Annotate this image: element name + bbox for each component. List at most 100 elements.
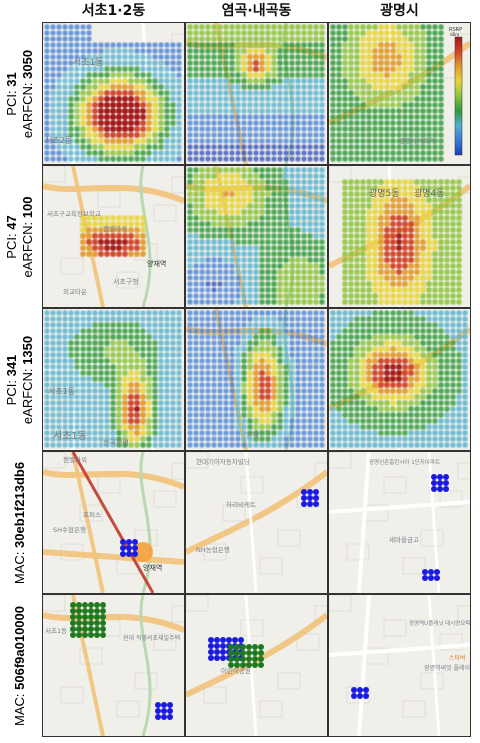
heat-point: [259, 144, 265, 150]
heat-point: [80, 114, 86, 120]
heat-point: [432, 197, 438, 203]
heat-point: [307, 108, 313, 114]
heat-point: [86, 48, 92, 54]
heat-point: [253, 191, 259, 197]
measurement-dot: [351, 687, 357, 693]
heat-point: [366, 322, 372, 328]
heat-point: [265, 269, 271, 275]
heat-point: [432, 114, 438, 120]
heat-point: [68, 376, 74, 382]
heat-point: [211, 257, 217, 263]
heat-point: [241, 394, 247, 400]
heat-point: [146, 120, 152, 126]
heat-point: [414, 84, 420, 90]
heat-point: [283, 120, 289, 126]
heat-point: [444, 191, 450, 197]
heat-point: [378, 281, 384, 287]
heat-point: [432, 328, 438, 334]
heat-point: [390, 84, 396, 90]
heat-point: [44, 108, 50, 114]
heat-point: [259, 78, 265, 84]
heat-point: [164, 442, 170, 448]
heat-point: [384, 215, 390, 221]
heat-point: [426, 346, 432, 352]
heat-point: [265, 227, 271, 233]
heat-point: [241, 227, 247, 233]
heat-point: [277, 257, 283, 263]
heat-point: [414, 78, 420, 84]
heat-point: [426, 424, 432, 430]
heat-point: [378, 48, 384, 54]
heat-point: [307, 239, 313, 245]
heat-point: [277, 275, 283, 281]
heat-point: [354, 388, 360, 394]
heat-point: [134, 430, 140, 436]
heat-point: [271, 412, 277, 418]
heat-point: [432, 209, 438, 215]
heat-point: [187, 167, 193, 173]
heat-point: [396, 239, 402, 245]
heat-point: [44, 144, 50, 150]
heat-point: [402, 84, 408, 90]
heat-point: [301, 358, 307, 364]
heat-point: [289, 358, 295, 364]
heat-point: [86, 430, 92, 436]
heat-point: [110, 108, 116, 114]
heat-point: [432, 418, 438, 424]
heat-point: [301, 376, 307, 382]
heat-point: [68, 66, 74, 72]
heat-point: [241, 132, 247, 138]
heat-point: [146, 334, 152, 340]
heat-point: [438, 30, 444, 36]
heat-point: [152, 72, 158, 78]
heat-point: [360, 138, 366, 144]
heat-point: [408, 376, 414, 382]
heat-point: [158, 424, 164, 430]
heat-point: [271, 275, 277, 281]
heat-point: [205, 126, 211, 132]
heat-point: [128, 66, 134, 72]
heat-point: [187, 221, 193, 227]
heat-point: [426, 400, 432, 406]
heat-point: [98, 346, 104, 352]
heat-point: [384, 310, 390, 316]
heat-point: [74, 36, 80, 42]
heat-point: [98, 412, 104, 418]
heat-point: [158, 406, 164, 412]
heat-point: [348, 299, 354, 305]
heat-point: [450, 215, 456, 221]
heat-point: [80, 394, 86, 400]
heat-point: [146, 418, 152, 424]
heat-point: [205, 132, 211, 138]
heat-point: [187, 24, 193, 30]
heat-point: [235, 358, 241, 364]
heat-point: [384, 114, 390, 120]
heat-point: [384, 370, 390, 376]
heat-point: [360, 388, 366, 394]
heat-point: [68, 436, 74, 442]
heat-point: [271, 251, 277, 257]
heat-point: [372, 287, 378, 293]
heat-point: [217, 376, 223, 382]
heat-point: [152, 340, 158, 346]
heat-point: [354, 424, 360, 430]
heat-point: [402, 275, 408, 281]
heat-point: [74, 442, 80, 448]
heat-point: [450, 281, 456, 287]
heat-point: [414, 227, 420, 233]
heat-point: [277, 197, 283, 203]
heat-point: [336, 138, 342, 144]
heat-point: [426, 120, 432, 126]
heat-point: [56, 424, 62, 430]
heat-point: [205, 96, 211, 102]
heat-point: [444, 209, 450, 215]
heat-point: [348, 388, 354, 394]
heat-point: [456, 316, 462, 322]
heat-point: [277, 173, 283, 179]
heat-point: [134, 436, 140, 442]
heat-point: [396, 60, 402, 66]
measurement-dot: [100, 602, 106, 608]
heat-point: [217, 150, 223, 156]
heat-point: [253, 126, 259, 132]
heat-point: [158, 382, 164, 388]
